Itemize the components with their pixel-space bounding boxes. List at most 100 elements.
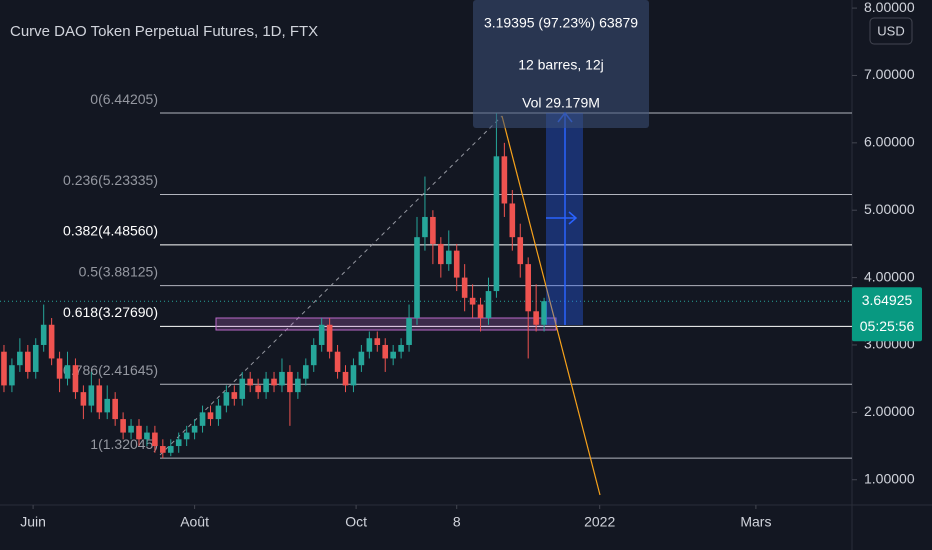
currency-button[interactable] — [869, 17, 913, 45]
x-tick-label: Oct — [345, 514, 367, 530]
candle-body — [326, 324, 333, 352]
candle-body — [167, 446, 174, 453]
measure-text: 12 barres, 12j — [518, 57, 604, 73]
candle-body — [477, 304, 484, 319]
y-tick-label: 7.00000 — [864, 66, 915, 82]
candle-body — [350, 365, 357, 386]
candle-body — [525, 264, 531, 312]
candle-body — [279, 371, 285, 386]
candle-body — [24, 351, 31, 372]
fib-retracement: 0(6.44205) 0.236(5.23335) 0.382(4.48560) 0.… — [0, 91, 852, 459]
fib-label: 1(1.32045) — [90, 436, 158, 452]
candle-body — [32, 344, 39, 372]
candle-body — [207, 412, 214, 420]
candle-body — [152, 432, 158, 447]
axes: 1.000002.000003.000004.000005.000006.000… — [20, 0, 922, 530]
candle-body — [461, 277, 468, 298]
candle-body — [342, 371, 349, 386]
fib-label: 0.5(3.88125) — [79, 263, 158, 279]
candle-body — [231, 392, 238, 399]
candle-body — [104, 398, 111, 413]
candle-body — [485, 291, 492, 319]
candle-body — [374, 338, 381, 345]
candle-body — [40, 324, 47, 345]
candle-body — [136, 425, 142, 440]
candle-body — [453, 250, 460, 278]
candle-body — [509, 203, 516, 238]
candle-body — [445, 250, 452, 265]
candle-body — [239, 378, 246, 399]
fib-label: 0.618(3.27690) — [63, 304, 158, 320]
candle-body — [295, 378, 301, 393]
candle-body — [517, 237, 524, 265]
candle-body — [318, 324, 325, 345]
y-tick-label: 5.00000 — [864, 201, 915, 217]
candle-body — [247, 378, 253, 386]
candle-body — [120, 419, 126, 433]
candle-body — [1, 351, 7, 386]
candle-body — [144, 432, 150, 440]
candle-body — [501, 156, 508, 204]
x-tick-label: Mars — [740, 514, 771, 530]
last-price-box — [852, 287, 922, 342]
candle-body — [382, 344, 389, 359]
y-tick-label: 4.00000 — [864, 268, 915, 284]
candle-body — [541, 301, 547, 325]
candle-body — [9, 365, 15, 386]
currency-label[interactable]: USD — [877, 23, 904, 38]
candle-body — [271, 378, 277, 386]
countdown-label: 05:25:56 — [860, 318, 915, 334]
candle-body — [223, 392, 230, 406]
candle-body — [366, 338, 373, 352]
measure-tooltip — [473, 0, 649, 128]
zone-rectangle — [215, 317, 557, 331]
fib-label: 0.786(2.41645) — [63, 362, 158, 378]
candle-body — [287, 371, 293, 393]
candle-body — [128, 425, 134, 433]
fib-trend-line — [159, 115, 503, 456]
candle-body — [17, 351, 23, 366]
candle-body — [334, 351, 341, 372]
candle-body — [406, 318, 412, 345]
candle-body — [88, 385, 95, 406]
candle-body — [310, 344, 317, 366]
candle-body — [493, 156, 500, 292]
candle-body — [48, 324, 55, 359]
y-tick-label: 8.00000 — [864, 0, 915, 15]
candle-body — [175, 439, 182, 447]
candle-body — [183, 432, 190, 440]
x-tick-label: 2022 — [584, 514, 615, 530]
measure-arrow-head — [568, 211, 578, 225]
candle-body — [390, 351, 396, 359]
candle-body — [398, 344, 404, 352]
candle-body — [255, 385, 261, 393]
candle-body — [533, 311, 539, 325]
candle-body — [469, 297, 476, 305]
candle-body — [64, 365, 71, 379]
candle-body — [199, 412, 206, 426]
candle-body — [358, 351, 365, 366]
candle-body — [422, 216, 428, 238]
y-tick-label: 6.00000 — [864, 134, 915, 150]
candle-body — [302, 365, 309, 379]
chart-title: Curve DAO Token Perpetual Futures, 1D, F… — [10, 23, 318, 40]
candle-body — [438, 243, 444, 265]
candle-body — [96, 385, 103, 413]
candle-body — [414, 237, 420, 319]
last-price-label: 3.64925 — [862, 292, 913, 308]
candle-body — [191, 425, 198, 433]
fib-label: 0.382(4.48560) — [63, 223, 158, 239]
fib-label: 0.236(5.23335) — [63, 172, 158, 188]
x-tick-label: Août — [180, 514, 209, 530]
candle-body — [80, 392, 87, 406]
candle-body — [112, 398, 118, 420]
y-tick-label: 2.00000 — [864, 403, 915, 419]
trend-line — [501, 115, 601, 496]
candles — [1, 113, 547, 459]
candle-body — [72, 365, 79, 393]
candle-body — [430, 216, 436, 244]
candle-body — [160, 446, 166, 453]
candle-body — [263, 378, 269, 393]
